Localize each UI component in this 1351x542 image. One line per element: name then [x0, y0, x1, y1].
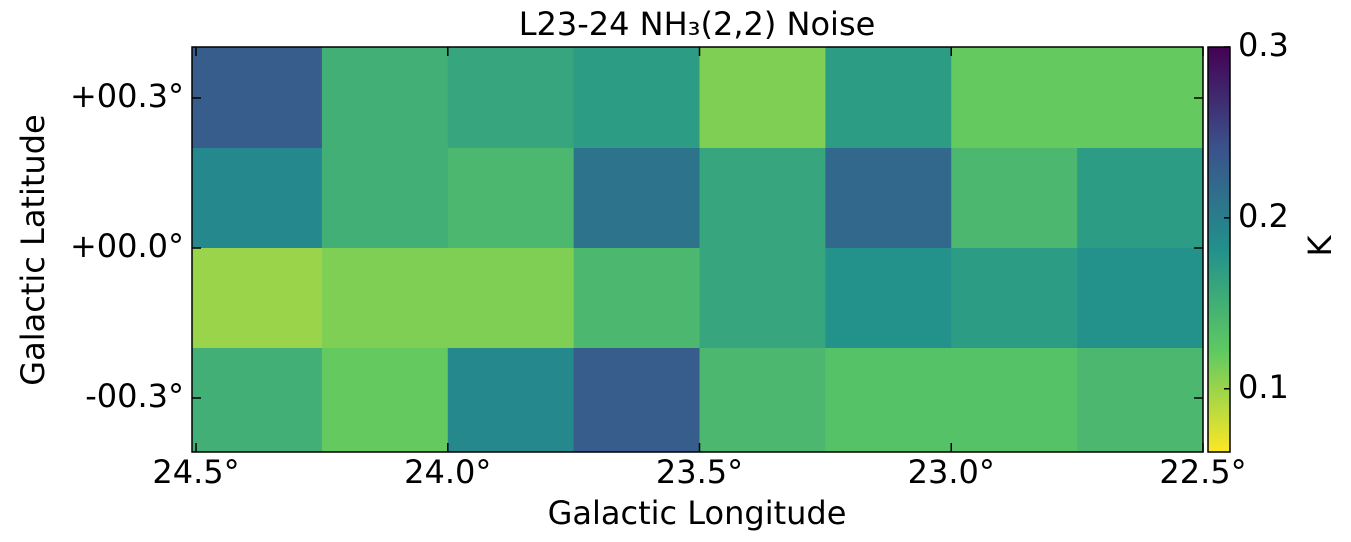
x-tick-label: 24.0° — [404, 453, 491, 491]
heatmap-cell — [321, 248, 449, 349]
heatmap-cell — [192, 47, 323, 149]
heatmap-cell — [1077, 248, 1204, 349]
heatmap-cell — [573, 148, 701, 249]
y-tick-label: +00.3° — [70, 77, 184, 115]
heatmap-cell — [447, 348, 575, 453]
heatmap-cell — [699, 248, 826, 349]
x-tick-label: 23.0° — [908, 453, 995, 491]
heatmap-cell — [321, 148, 449, 249]
heatmap-cell — [825, 47, 952, 149]
colorbar-tick-label: 0.3 — [1238, 26, 1289, 64]
heatmap-cell — [447, 47, 575, 149]
heatmap-cell — [321, 348, 449, 453]
x-tick-label: 22.5° — [1159, 453, 1246, 491]
heatmap-cell — [573, 47, 701, 149]
colorbar-tick-label: 0.2 — [1238, 197, 1289, 235]
heatmap-cell — [1077, 348, 1204, 453]
x-tick-label: 23.5° — [656, 453, 743, 491]
heatmap-cell — [699, 348, 826, 453]
x-axis-label: Galactic Longitude — [548, 494, 847, 532]
colorbar-label: K — [1301, 234, 1339, 256]
heatmap-cell — [951, 348, 1078, 453]
heatmap-cell — [825, 348, 952, 453]
heatmap-cell — [1077, 47, 1204, 149]
heatmap-cell — [192, 148, 323, 249]
heatmap-cell — [1077, 148, 1204, 249]
y-tick-label: +00.0° — [70, 227, 184, 265]
heatmap-cell — [951, 47, 1078, 149]
heatmap-cell — [699, 148, 826, 249]
y-tick-label: -00.3° — [85, 377, 184, 415]
heatmap-cell — [699, 47, 826, 149]
heatmap-cell — [573, 348, 701, 453]
x-tick-label: 24.5° — [152, 453, 239, 491]
plot-frame — [191, 46, 1204, 453]
chart-title: L23-24 NH₃(2,2) Noise — [519, 5, 876, 43]
heatmap-cell — [447, 248, 575, 349]
heatmap-cell — [573, 248, 701, 349]
heatmap-cell — [192, 348, 323, 453]
heatmap-cell — [192, 248, 323, 349]
y-axis-label: Galactic Latitude — [14, 114, 52, 385]
colorbar — [1207, 46, 1231, 453]
colorbar-tick-label: 0.1 — [1238, 368, 1289, 406]
heatmap-cell — [321, 47, 449, 149]
heatmap-cell — [951, 148, 1078, 249]
heatmap-cell — [447, 148, 575, 249]
heatmap-cell — [825, 248, 952, 349]
heatmap-cell — [951, 248, 1078, 349]
heatmap-cell — [825, 148, 952, 249]
